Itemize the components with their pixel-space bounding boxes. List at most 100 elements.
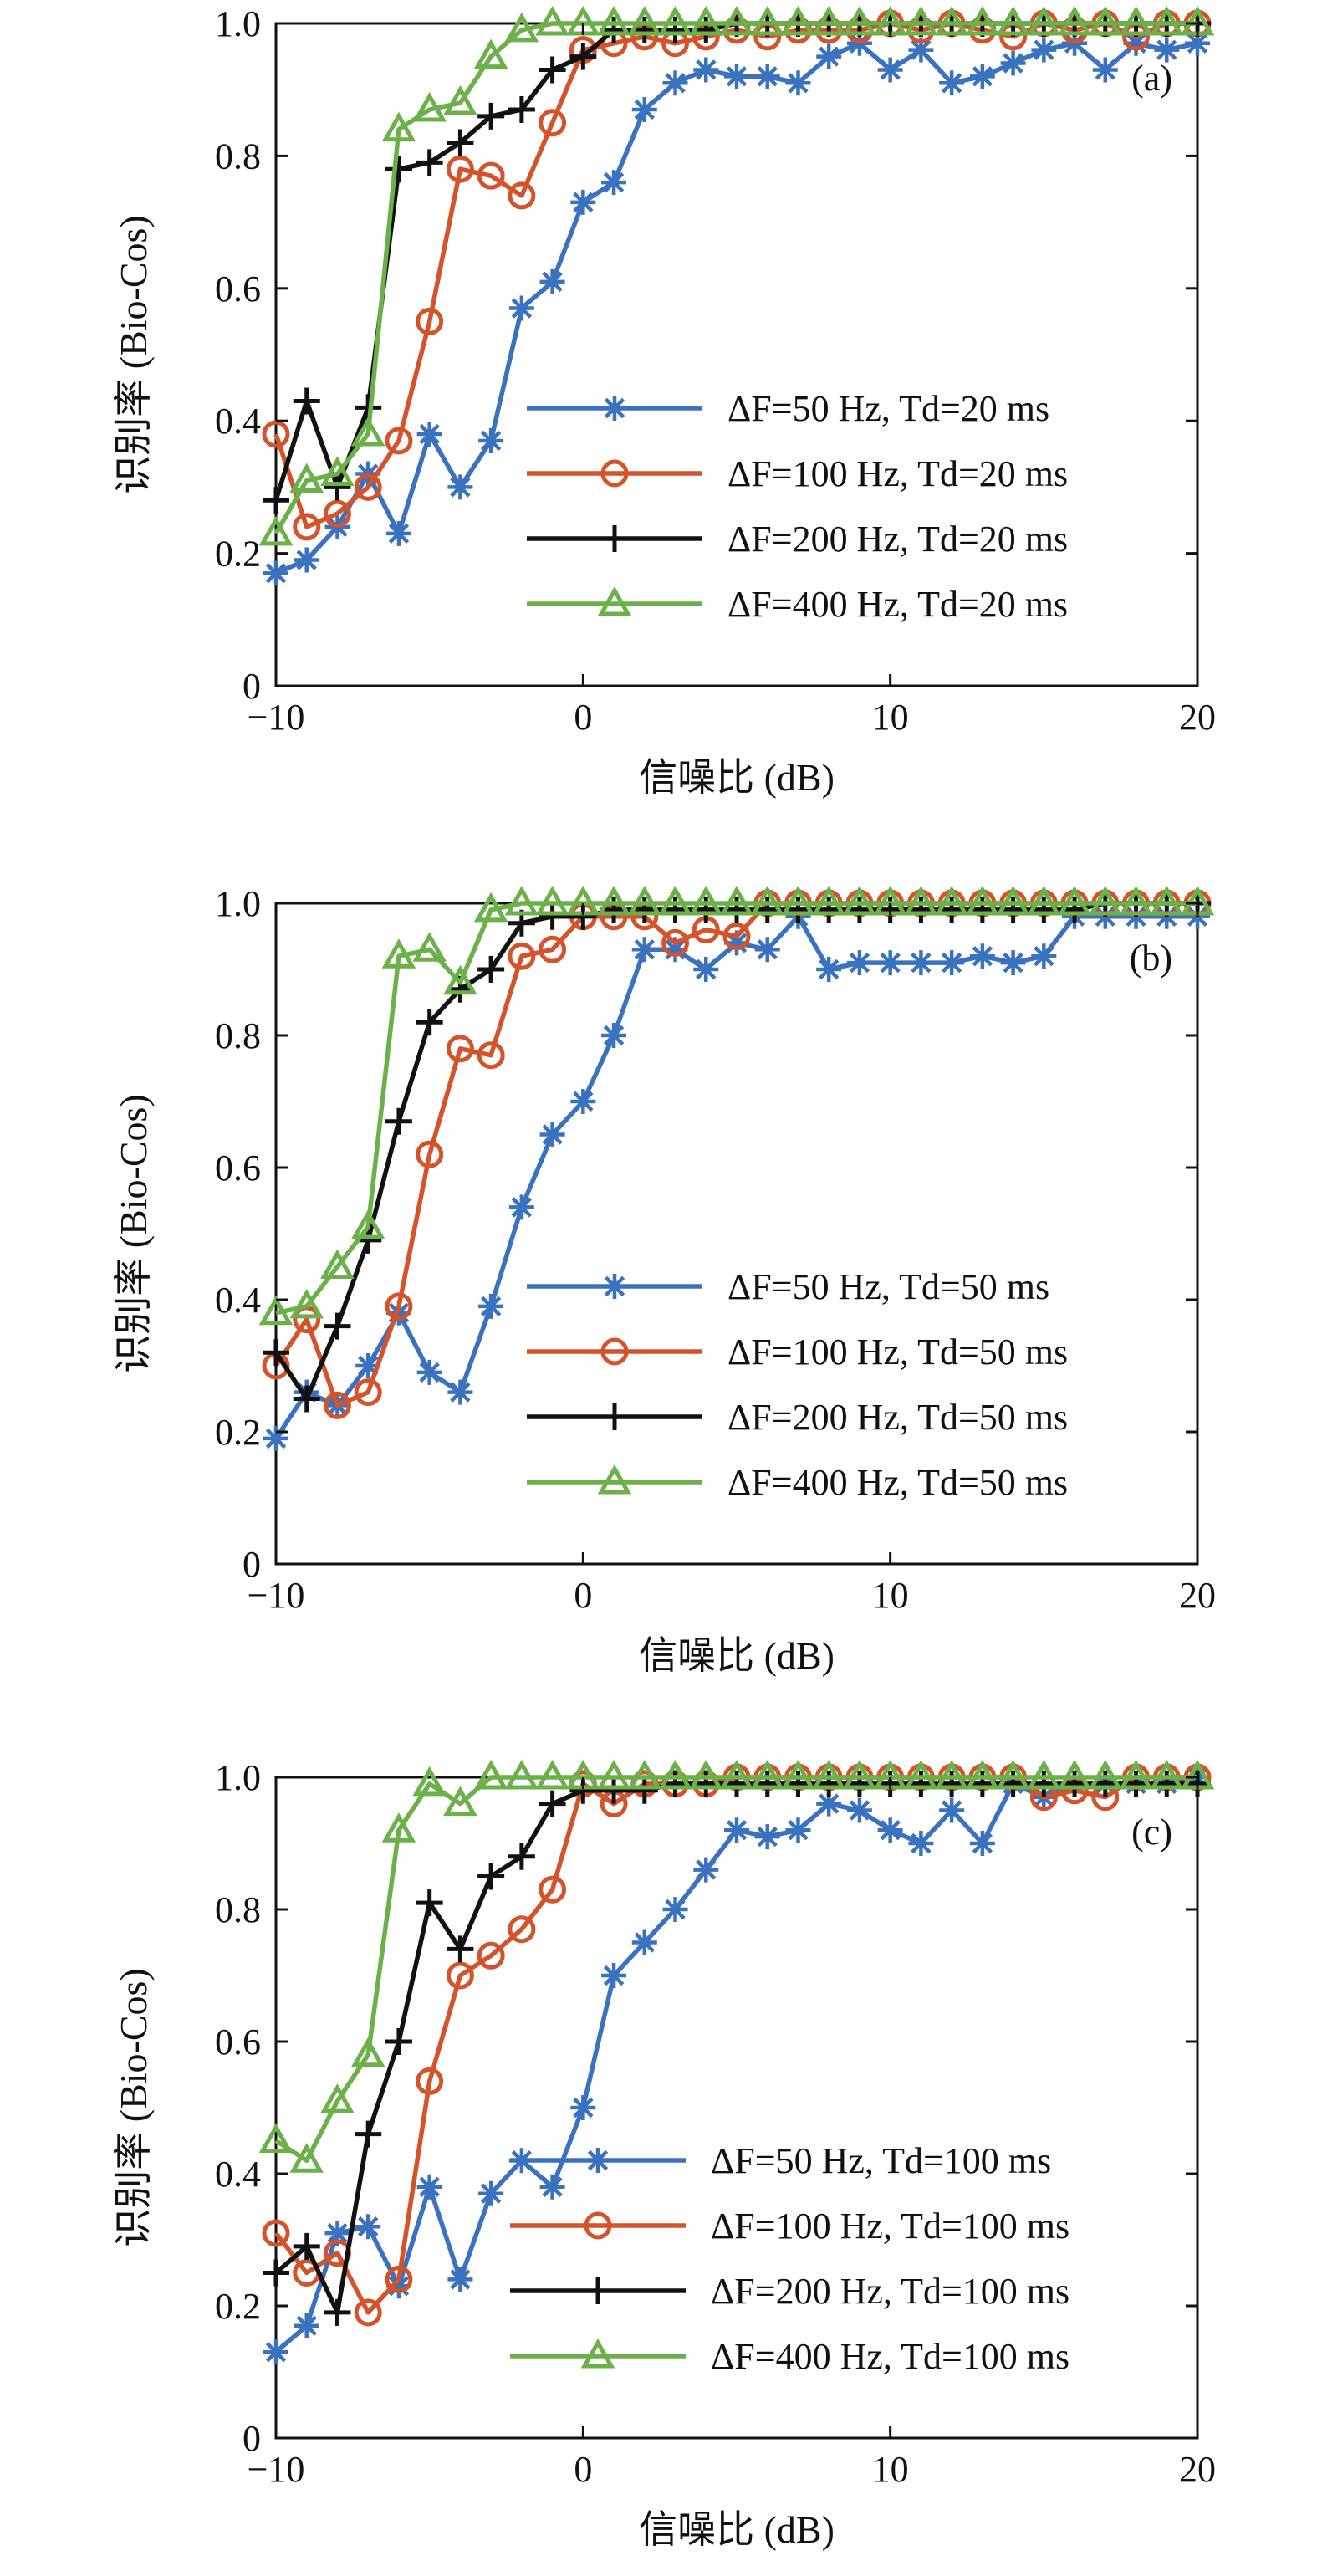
data-point-green bbox=[412, 932, 447, 962]
data-point-black bbox=[324, 473, 351, 501]
data-point-black bbox=[263, 2259, 289, 2287]
y-tick-label: 0.4 bbox=[215, 1280, 261, 1321]
data-point-green bbox=[1149, 5, 1184, 36]
legend-label: ΔF=50 Hz, Td=20 ms bbox=[727, 388, 1049, 429]
data-point-red bbox=[385, 1292, 413, 1321]
data-point-green bbox=[781, 885, 815, 916]
data-point-blue bbox=[447, 1379, 473, 1405]
data-point-blue bbox=[877, 950, 903, 976]
data-point-green bbox=[535, 1759, 569, 1790]
data-point-green bbox=[289, 1288, 324, 1319]
legend-label: ΔF=50 Hz, Td=50 ms bbox=[727, 1266, 1049, 1307]
data-point-green bbox=[719, 5, 754, 36]
data-point-green bbox=[412, 91, 447, 122]
data-point-green bbox=[781, 1759, 815, 1790]
data-point-blue bbox=[908, 950, 934, 976]
data-point-blue bbox=[1031, 943, 1057, 969]
data-point-red bbox=[385, 2265, 413, 2293]
y-tick-label: 0 bbox=[242, 666, 261, 707]
legend-entry: ΔF=50 Hz, Td=100 ms bbox=[510, 2140, 1051, 2181]
legend-entry: ΔF=100 Hz, Td=100 ms bbox=[510, 2205, 1069, 2246]
y-axis-title: 识别率 (Bio-Cos) bbox=[112, 1968, 155, 2247]
data-point-black bbox=[539, 902, 566, 930]
data-point-green bbox=[473, 892, 508, 923]
data-point-black bbox=[907, 1770, 935, 1797]
data-point-blue bbox=[478, 427, 504, 453]
series-line-red bbox=[273, 21, 1197, 529]
data-point-red bbox=[416, 2067, 444, 2095]
data-point-red bbox=[416, 307, 444, 335]
data-point-black bbox=[600, 1776, 628, 1804]
data-point-blue bbox=[662, 937, 688, 963]
x-tick-label: 20 bbox=[1179, 697, 1216, 738]
data-point-blue bbox=[263, 560, 288, 586]
data-point-green bbox=[320, 456, 355, 487]
data-point-black bbox=[692, 896, 720, 923]
series-line-green bbox=[274, 1775, 1197, 2163]
data-point-blue bbox=[724, 930, 749, 956]
data-point-green bbox=[750, 1759, 785, 1790]
legend-label: ΔF=100 Hz, Td=20 ms bbox=[727, 453, 1068, 494]
data-point-green bbox=[996, 885, 1030, 916]
data-point-red bbox=[354, 473, 382, 501]
legend-marker-blue bbox=[585, 2148, 610, 2173]
data-point-black bbox=[1153, 1770, 1181, 1797]
data-point-blue bbox=[816, 1791, 842, 1817]
y-tick-label: 0 bbox=[242, 1544, 261, 1585]
data-point-black bbox=[385, 2028, 412, 2055]
series-line-green bbox=[273, 21, 1197, 535]
panel-label: (a) bbox=[1131, 58, 1172, 99]
data-point-black bbox=[324, 1312, 351, 1340]
data-point-black bbox=[1030, 896, 1058, 923]
y-tick-label: 1.0 bbox=[215, 883, 261, 924]
data-point-green bbox=[504, 1759, 539, 1790]
data-point-blue bbox=[416, 1359, 442, 1385]
y-tick-label: 0.8 bbox=[215, 1015, 261, 1056]
legend-marker-black bbox=[601, 1403, 628, 1430]
data-point-black bbox=[999, 1770, 1027, 1797]
data-point-green bbox=[289, 2143, 324, 2173]
y-tick-label: 0.2 bbox=[215, 1412, 261, 1453]
legend-label: ΔF=400 Hz, Td=20 ms bbox=[727, 584, 1068, 625]
data-point-green bbox=[811, 5, 846, 36]
data-point-green bbox=[842, 1759, 877, 1790]
data-point-blue bbox=[969, 943, 995, 969]
data-point-blue bbox=[601, 1023, 627, 1048]
data-point-green bbox=[658, 5, 692, 36]
data-point-black bbox=[569, 43, 597, 70]
data-point-black bbox=[324, 2298, 351, 2326]
data-point-blue bbox=[416, 422, 442, 447]
y-tick-label: 0.4 bbox=[215, 401, 261, 442]
data-point-red bbox=[323, 1391, 351, 1419]
data-point-blue bbox=[539, 268, 565, 294]
series-line-blue bbox=[274, 1775, 1198, 2354]
data-point-red bbox=[508, 942, 536, 970]
data-point-green bbox=[719, 885, 754, 916]
y-tick-label: 0.4 bbox=[215, 2154, 261, 2195]
data-point-green bbox=[842, 885, 877, 916]
data-point-red bbox=[539, 1875, 567, 1904]
x-tick-label: −10 bbox=[248, 697, 305, 738]
data-point-green bbox=[750, 885, 785, 916]
data-point-black bbox=[938, 896, 966, 923]
data-point-blue bbox=[1092, 57, 1118, 83]
y-tick-label: 0.6 bbox=[215, 1147, 261, 1188]
data-point-green bbox=[258, 1295, 294, 1326]
data-point-green bbox=[443, 964, 477, 995]
y-tick-label: 0.8 bbox=[215, 1889, 261, 1930]
x-tick-label: 20 bbox=[1179, 2449, 1216, 2490]
data-point-green bbox=[1088, 885, 1123, 916]
data-point-blue bbox=[385, 520, 411, 546]
data-point-green bbox=[381, 1812, 416, 1843]
legend-entry: ΔF=200 Hz, Td=100 ms bbox=[510, 2271, 1069, 2312]
data-point-green bbox=[1057, 885, 1092, 916]
data-point-green bbox=[258, 2123, 294, 2153]
data-point-blue bbox=[662, 1897, 688, 1922]
data-point-green bbox=[965, 5, 1000, 36]
x-tick-label: 0 bbox=[574, 697, 592, 738]
legend-marker-black bbox=[601, 525, 628, 552]
data-point-green bbox=[811, 1759, 846, 1790]
data-point-green bbox=[596, 885, 631, 916]
